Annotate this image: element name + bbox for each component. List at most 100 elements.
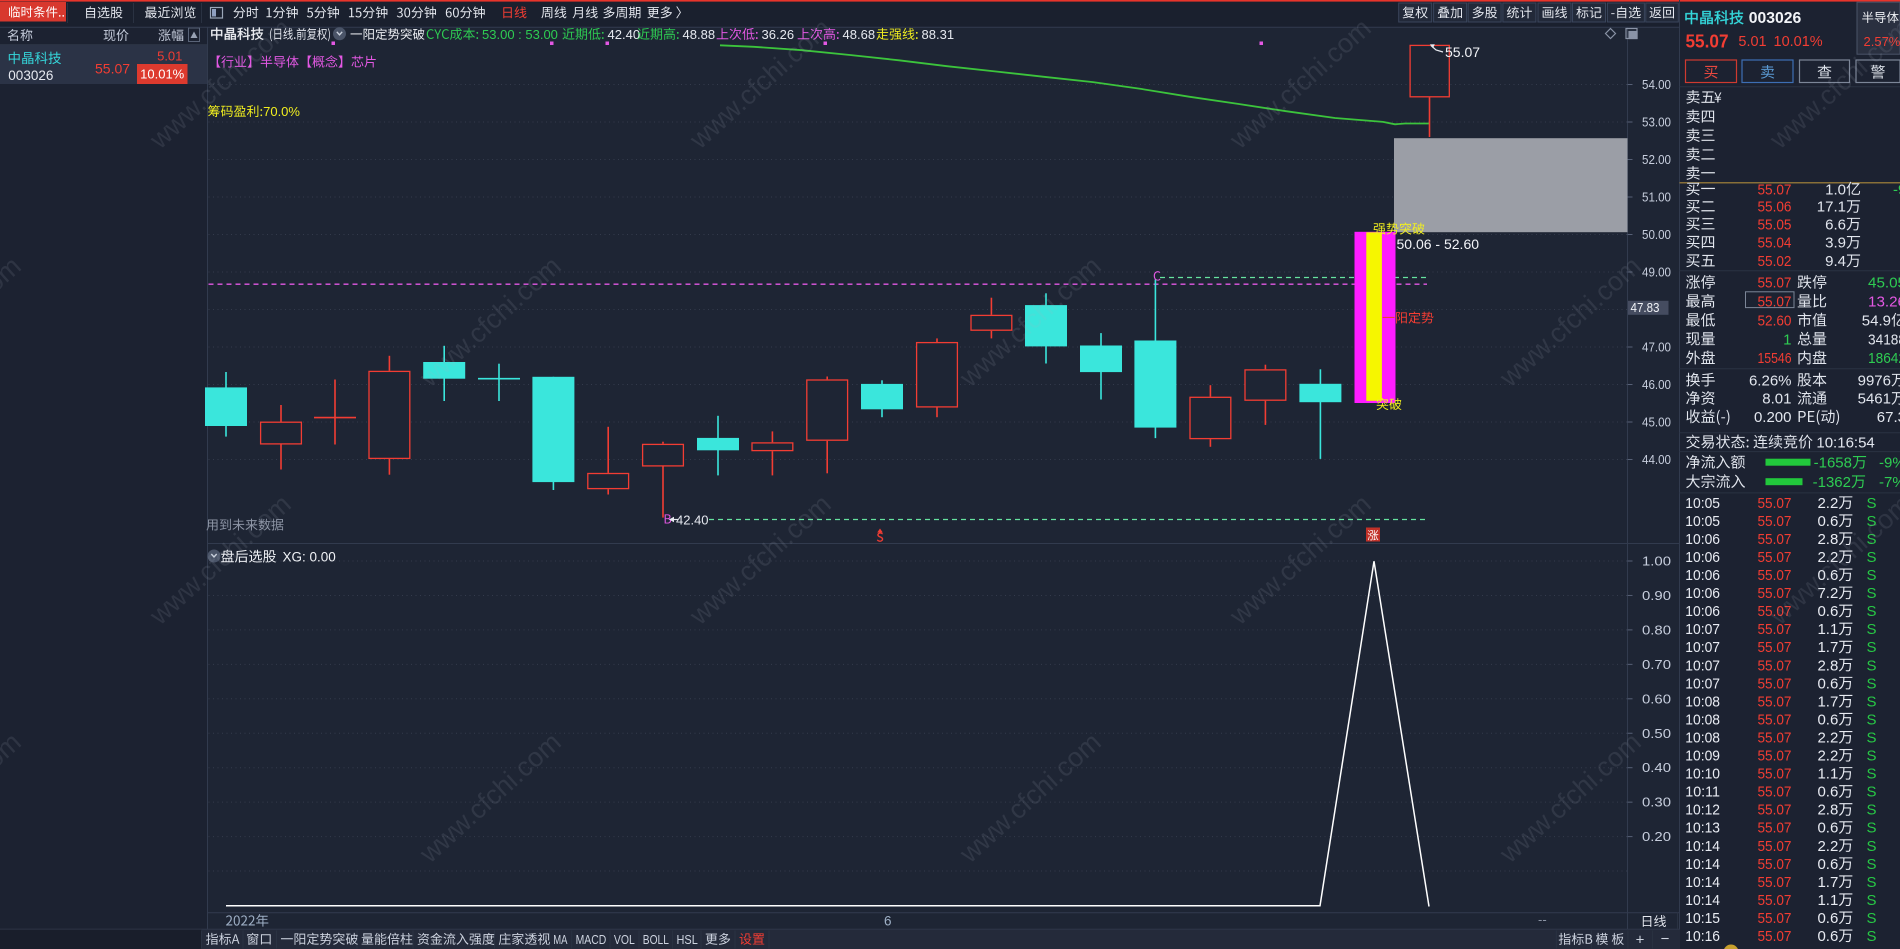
svg-text:0.200: 0.200: [1754, 409, 1792, 426]
svg-text:S: S: [1867, 585, 1877, 602]
svg-text:55.07: 55.07: [1758, 549, 1792, 566]
svg-text:10:06: 10:06: [1685, 603, 1720, 620]
svg-text:44.00: 44.00: [1642, 453, 1671, 467]
svg-text:6.6: 6.6: [1825, 216, 1846, 233]
svg-text:10:05: 10:05: [1685, 495, 1720, 512]
svg-text:5.01: 5.01: [157, 49, 182, 64]
svg-text:53.00: 53.00: [1642, 116, 1671, 130]
svg-text:46.00: 46.00: [1642, 378, 1671, 392]
svg-text:52.00: 52.00: [1642, 153, 1671, 167]
svg-text:1.0: 1.0: [1825, 181, 1846, 198]
svg-text:55.07: 55.07: [1758, 621, 1792, 638]
svg-text:0.30: 0.30: [1642, 796, 1671, 810]
svg-text:S: S: [1867, 856, 1877, 873]
svg-text:55.07: 55.07: [1758, 802, 1792, 819]
svg-text:1.1: 1.1: [1817, 892, 1838, 909]
svg-text:10:06: 10:06: [1685, 585, 1720, 602]
svg-text:10:10: 10:10: [1685, 766, 1720, 783]
svg-text:0.6: 0.6: [1817, 513, 1838, 530]
svg-text:S: S: [1867, 766, 1877, 783]
svg-text:5461: 5461: [1858, 391, 1891, 408]
svg-text:−: −: [1661, 931, 1670, 948]
svg-text:10:12: 10:12: [1685, 802, 1720, 819]
svg-text:10:06: 10:06: [1685, 549, 1720, 566]
svg-text:10:08: 10:08: [1685, 693, 1720, 710]
svg-text:55.02: 55.02: [1758, 253, 1792, 270]
svg-text:2.2: 2.2: [1817, 549, 1838, 566]
svg-text:S: S: [1867, 675, 1877, 692]
svg-text:0.70: 0.70: [1642, 658, 1671, 672]
svg-text:49.00: 49.00: [1642, 266, 1671, 280]
svg-text:55.07: 55.07: [1686, 31, 1729, 52]
svg-text:10:16:54: 10:16:54: [1816, 434, 1874, 451]
svg-text:10:06: 10:06: [1685, 531, 1720, 548]
svg-text:2.57%: 2.57%: [1864, 34, 1900, 49]
svg-text:10:09: 10:09: [1685, 748, 1720, 765]
svg-text:S: S: [1867, 657, 1877, 674]
svg-text:45.00: 45.00: [1642, 416, 1671, 430]
svg-text:-7%: -7%: [1879, 474, 1900, 491]
svg-text:15546: 15546: [1758, 350, 1792, 367]
svg-text:55.07: 55.07: [1758, 820, 1792, 837]
svg-text:S: S: [1867, 549, 1877, 566]
svg-text:1.7: 1.7: [1817, 693, 1838, 710]
svg-text:S: S: [1867, 892, 1877, 909]
svg-text:S: S: [1867, 531, 1877, 548]
svg-text:18642: 18642: [1868, 350, 1900, 367]
svg-text:BOLL: BOLL: [643, 932, 669, 947]
svg-text:55.07: 55.07: [1758, 838, 1792, 855]
svg-text:55.07: 55.07: [1758, 639, 1792, 656]
svg-text:0.40: 0.40: [1642, 761, 1671, 775]
svg-text:S: S: [1867, 802, 1877, 819]
svg-text:-9%: -9%: [1879, 455, 1900, 472]
svg-text:55.07: 55.07: [1758, 294, 1792, 311]
svg-text:48.88: 48.88: [683, 27, 716, 42]
svg-text:0.6: 0.6: [1817, 784, 1838, 801]
svg-text:55.07: 55.07: [1758, 531, 1792, 548]
svg-text:42.40: 42.40: [608, 27, 641, 42]
svg-text:+: +: [1636, 932, 1645, 949]
svg-text:S: S: [1867, 639, 1877, 656]
svg-text:17.1: 17.1: [1817, 199, 1846, 216]
svg-text:55.07: 55.07: [1758, 675, 1792, 692]
svg-text:10:11: 10:11: [1685, 784, 1720, 801]
svg-text:70.0%: 70.0%: [263, 104, 300, 119]
svg-text:8.01: 8.01: [1762, 391, 1791, 408]
svg-text:55.07: 55.07: [1758, 856, 1792, 873]
svg-text:S: S: [1867, 838, 1877, 855]
svg-text:0.50: 0.50: [1642, 727, 1671, 741]
svg-text:47.00: 47.00: [1642, 341, 1671, 355]
svg-text:55.07: 55.07: [1758, 748, 1792, 765]
svg-text:36.26: 36.26: [762, 27, 795, 42]
svg-text:S: S: [1867, 711, 1877, 728]
svg-text:10:14: 10:14: [1685, 838, 1720, 855]
svg-text:55.07: 55.07: [1758, 585, 1792, 602]
svg-text:10.01%: 10.01%: [1774, 34, 1823, 50]
svg-text:S: S: [1867, 603, 1877, 620]
svg-text:9.4: 9.4: [1825, 253, 1846, 270]
svg-text:S: S: [1867, 729, 1877, 746]
svg-text:1: 1: [1783, 331, 1791, 348]
svg-text:10:07: 10:07: [1685, 621, 1720, 638]
svg-text:10:08: 10:08: [1685, 711, 1720, 728]
svg-text:0.80: 0.80: [1642, 623, 1671, 637]
svg-text:6: 6: [884, 914, 892, 929]
svg-text:55.07: 55.07: [1758, 693, 1792, 710]
svg-text:003026: 003026: [1749, 10, 1802, 27]
svg-text:MA: MA: [553, 932, 567, 947]
svg-text:52.60: 52.60: [1758, 312, 1792, 329]
svg-text:48.68: 48.68: [843, 27, 876, 42]
svg-text:S: S: [1867, 910, 1877, 927]
svg-text:0.6: 0.6: [1817, 910, 1838, 927]
svg-text:1.00: 1.00: [1642, 555, 1671, 569]
svg-text:10.01%: 10.01%: [140, 67, 185, 82]
svg-text:13.26: 13.26: [1868, 294, 1900, 311]
svg-text:47.83: 47.83: [1631, 301, 1660, 315]
svg-text:2.8: 2.8: [1817, 657, 1838, 674]
svg-text:42.40: 42.40: [676, 513, 709, 528]
svg-text:S: S: [1867, 567, 1877, 584]
svg-text:55.07: 55.07: [1758, 657, 1792, 674]
svg-text:0.6: 0.6: [1817, 856, 1838, 873]
svg-text:0.6: 0.6: [1817, 711, 1838, 728]
svg-text:54.00: 54.00: [1642, 78, 1671, 92]
